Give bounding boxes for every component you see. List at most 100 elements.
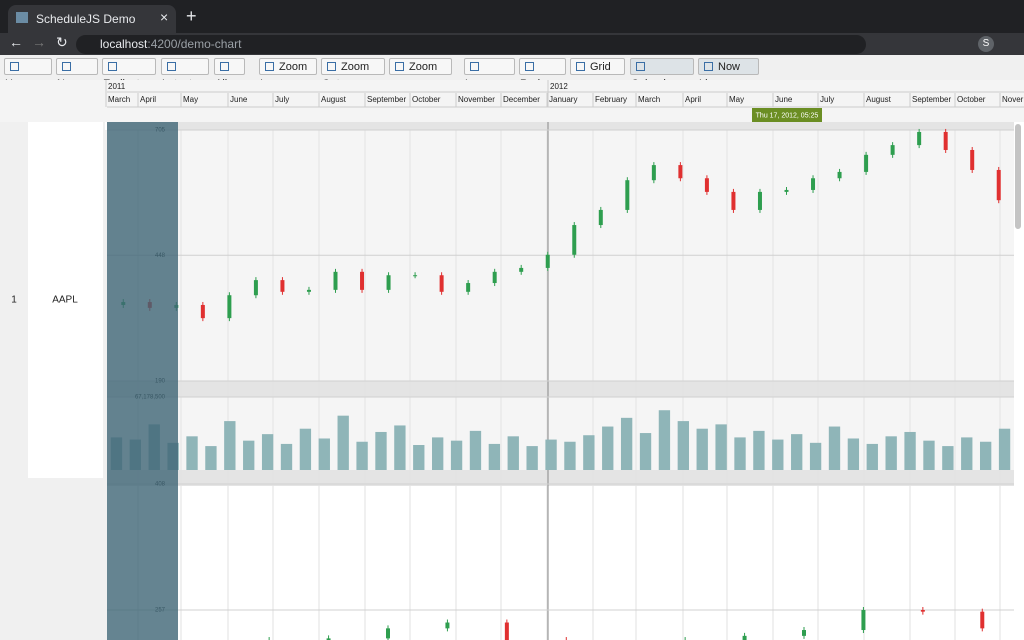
tab[interactable]: ScheduleJS Demo × xyxy=(8,5,176,33)
toolbar-button[interactable]: Calendars xyxy=(630,58,694,90)
month-label: April xyxy=(685,95,701,104)
url-field[interactable]: localhost:4200/demo-chart xyxy=(76,35,866,54)
row-number: 1 xyxy=(11,295,17,306)
scrollbar xyxy=(1015,124,1021,229)
button-icon xyxy=(704,62,713,71)
volume-bar xyxy=(243,440,255,470)
volume-bar xyxy=(734,437,746,470)
candle xyxy=(200,304,205,319)
button-icon xyxy=(10,62,19,71)
toolbar: HomeNowEarliestLatestAll Zoom InZoom Out Z… xyxy=(0,55,1024,90)
toolbar-button[interactable]: Earliest xyxy=(102,58,156,90)
volume-bar xyxy=(979,441,992,470)
volume-bar xyxy=(998,428,1011,470)
volume-bar xyxy=(620,417,633,470)
candle xyxy=(545,254,550,268)
toolbar-button[interactable]: Zoom Out xyxy=(321,58,385,90)
volume-bar xyxy=(432,437,444,470)
candle xyxy=(678,165,683,179)
month-label: February xyxy=(595,95,627,104)
month-label: December xyxy=(503,95,540,104)
volume-bar xyxy=(337,415,349,470)
candle xyxy=(227,295,232,319)
button-icon xyxy=(327,62,336,71)
volume-bar xyxy=(224,421,236,470)
toolbar-button[interactable]: Home xyxy=(4,58,52,90)
toolbar-button[interactable]: Now Line xyxy=(698,58,759,90)
button-label: Grid xyxy=(590,61,611,73)
month-label: October xyxy=(412,95,441,104)
candle xyxy=(996,169,1001,201)
candle xyxy=(802,630,806,636)
candle xyxy=(466,283,471,292)
new-tab[interactable]: + xyxy=(186,6,197,26)
favicon xyxy=(16,12,28,23)
gantt-chart: 2011 2012 March April May June July August Septe… xyxy=(0,80,1024,640)
profile[interactable]: S xyxy=(978,36,994,52)
candle xyxy=(742,635,747,640)
volume-bar xyxy=(356,441,368,470)
month-label: July xyxy=(275,95,289,104)
volume-bar xyxy=(564,441,576,470)
button-icon xyxy=(470,62,479,71)
candle xyxy=(253,280,258,296)
volume-bar xyxy=(545,439,557,470)
volume-bar xyxy=(658,410,671,470)
url-host: localhost xyxy=(100,37,148,51)
candle xyxy=(890,145,895,155)
candle xyxy=(386,628,390,639)
toolbar-button[interactable]: Now xyxy=(56,58,98,90)
month-label: Nover xyxy=(1002,95,1024,104)
volume-bar xyxy=(772,439,784,470)
candle xyxy=(704,178,709,192)
volume-bar xyxy=(469,430,482,470)
volume-bar xyxy=(809,442,822,470)
volume-bar xyxy=(961,437,973,470)
volume-bar xyxy=(205,446,217,470)
volume-bar xyxy=(318,438,330,470)
forward[interactable]: → xyxy=(32,34,46,50)
toolbar-button[interactable]: Zoom In xyxy=(259,58,317,90)
header-bg xyxy=(0,80,1024,122)
toolbar-button[interactable]: Layers xyxy=(464,58,515,90)
candle xyxy=(651,165,656,181)
volume-bar xyxy=(413,445,425,470)
button-label: Zoom xyxy=(409,61,438,73)
toolbar-button[interactable]: Latest xyxy=(161,58,209,90)
candle xyxy=(413,275,418,277)
tooltip-bg xyxy=(752,108,822,122)
toolbar-button[interactable]: Grid xyxy=(570,58,625,75)
button-icon xyxy=(395,62,404,71)
band xyxy=(107,470,1014,486)
address-bar: ← → ↻ localhost:4200/demo-chart S xyxy=(0,33,1024,55)
band xyxy=(107,122,1014,130)
volume-bar xyxy=(847,438,860,470)
month-label: May xyxy=(183,95,198,104)
month-label: September xyxy=(912,95,951,104)
volume-bar xyxy=(885,436,897,470)
volume-bar xyxy=(280,443,293,470)
candle xyxy=(360,271,365,290)
button-icon xyxy=(220,62,229,71)
tab-title: ScheduleJS Demo xyxy=(36,12,136,26)
volume-bar xyxy=(450,440,463,470)
toolbar-button[interactable]: Zoom xyxy=(389,58,452,75)
candle xyxy=(280,280,285,292)
volume-bar xyxy=(375,431,387,470)
candle xyxy=(811,178,816,190)
reload[interactable]: ↻ xyxy=(56,34,68,50)
button-icon xyxy=(636,62,645,71)
volume-bar xyxy=(923,440,935,470)
candle xyxy=(326,638,331,640)
toolbar-button[interactable]: Radar xyxy=(519,58,566,90)
volume-bar xyxy=(904,431,916,470)
back[interactable]: ← xyxy=(9,34,23,50)
volume-bar xyxy=(261,434,274,470)
volume-bar xyxy=(677,421,689,470)
toolbar-button[interactable]: All xyxy=(214,58,245,90)
candle xyxy=(917,131,922,146)
candle xyxy=(306,289,311,292)
tab-close[interactable]: × xyxy=(160,9,169,25)
candle xyxy=(333,271,338,290)
